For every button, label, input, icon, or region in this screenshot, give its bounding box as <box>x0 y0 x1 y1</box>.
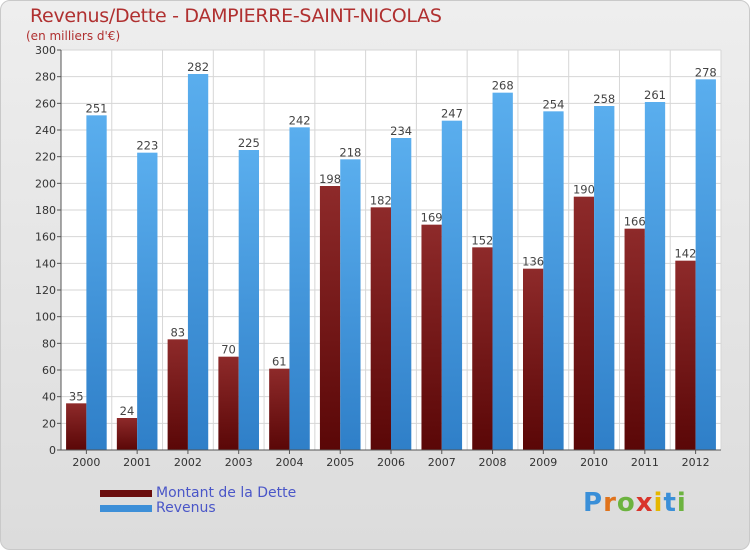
y-tick-label: 60 <box>42 364 56 377</box>
bar-revenus <box>238 150 259 450</box>
value-label: 61 <box>272 355 287 369</box>
value-label: 225 <box>238 136 260 150</box>
x-tick-label: 2009 <box>529 456 557 469</box>
value-label: 182 <box>370 193 392 207</box>
value-label: 198 <box>319 172 341 186</box>
bar-revenus <box>137 152 158 450</box>
value-label: 152 <box>471 233 493 247</box>
bar-revenus <box>543 111 564 450</box>
y-tick-label: 220 <box>35 151 56 164</box>
value-label: 254 <box>542 97 564 111</box>
value-label: 218 <box>339 145 361 159</box>
x-tick-label: 2011 <box>631 456 659 469</box>
axes: 0 20 40 60 80 100 120 140 160 180 200 220 240 260 280 3… <box>35 44 721 469</box>
x-tick-label: 2004 <box>275 456 303 469</box>
value-labels: 35 251 24 223 83 282 70 225 61 242 198 218 182 234 169… <box>69 60 717 418</box>
x-tick-label: 2008 <box>479 456 507 469</box>
bar-chart: 35 251 24 223 83 282 70 225 61 242 198 218 182 234 169… <box>35 44 722 469</box>
chart-title: Revenus/Dette - DAMPIERRE-SAINT-NICOLAS <box>30 5 442 27</box>
proxiti-logo: Proxiti <box>583 488 687 518</box>
value-label: 234 <box>390 124 412 138</box>
x-tick-label: 2001 <box>123 456 151 469</box>
bar-dette <box>573 196 595 450</box>
logo-letter: r <box>603 488 617 518</box>
bar-dette <box>116 418 138 450</box>
logo-letter: t <box>663 488 677 518</box>
legend-swatch-revenus <box>100 505 152 512</box>
y-tick-label: 80 <box>42 337 56 350</box>
x-tick-label: 2007 <box>428 456 456 469</box>
logo-letter: x <box>635 488 654 518</box>
value-label: 247 <box>441 107 463 121</box>
value-label: 70 <box>221 343 236 357</box>
x-tick-label: 2006 <box>377 456 405 469</box>
bar-revenus <box>492 92 513 451</box>
value-label: 169 <box>421 211 443 225</box>
legend-label-revenus: Revenus <box>156 500 216 516</box>
x-tick-label: 2012 <box>682 456 710 469</box>
value-label: 24 <box>120 404 135 418</box>
bars <box>66 74 716 451</box>
value-label: 136 <box>522 255 544 269</box>
x-tick-label: 2005 <box>326 456 354 469</box>
value-label: 261 <box>644 88 666 102</box>
y-tick-label: 0 <box>49 444 56 457</box>
unit-label: (en milliers d'€) <box>26 29 121 43</box>
y-tick-label: 140 <box>35 257 56 270</box>
x-tick-label: 2010 <box>580 456 608 469</box>
y-tick-label: 20 <box>42 417 56 430</box>
bar-dette <box>66 403 87 450</box>
bar-dette <box>421 224 442 450</box>
logo-letter: i <box>676 488 687 518</box>
bar-revenus <box>391 138 412 450</box>
value-label: 35 <box>69 389 84 403</box>
bar-revenus <box>86 115 107 450</box>
y-tick-label: 300 <box>35 44 56 57</box>
value-label: 242 <box>289 113 311 127</box>
bar-revenus <box>695 79 716 450</box>
bar-dette <box>675 260 696 450</box>
y-tick-label: 100 <box>35 311 56 324</box>
bar-dette <box>523 268 544 450</box>
bar-revenus <box>187 74 209 450</box>
bar-dette <box>167 339 188 450</box>
y-tick-label: 240 <box>35 124 56 137</box>
bar-dette <box>370 207 391 450</box>
value-label: 282 <box>187 60 209 74</box>
bar-dette <box>472 247 493 450</box>
value-label: 83 <box>170 325 185 339</box>
x-tick-label: 2000 <box>72 456 100 469</box>
bar-dette <box>319 186 341 450</box>
bar-dette <box>269 368 290 450</box>
y-tick-label: 280 <box>35 71 56 84</box>
bar-revenus <box>441 120 463 451</box>
value-label: 251 <box>86 101 108 115</box>
bar-dette <box>624 228 645 450</box>
x-tick-label: 2002 <box>174 456 202 469</box>
bar-dette <box>218 356 239 450</box>
logo-letter: o <box>616 488 636 518</box>
y-tick-label: 40 <box>42 391 56 404</box>
y-tick-label: 160 <box>35 231 56 244</box>
value-label: 223 <box>136 139 158 153</box>
value-label: 190 <box>573 183 595 197</box>
value-label: 268 <box>492 79 514 93</box>
bar-revenus <box>644 102 666 450</box>
y-tick-label: 120 <box>35 284 56 297</box>
x-tick-label: 2003 <box>225 456 253 469</box>
y-tick-label: 200 <box>35 177 56 190</box>
value-label: 166 <box>624 215 646 229</box>
bar-revenus <box>594 106 615 450</box>
bar-revenus <box>289 127 310 450</box>
bar-revenus <box>340 159 361 451</box>
legend-swatch-dette <box>100 490 152 497</box>
value-label: 142 <box>674 247 696 261</box>
legend-label-dette: Montant de la Dette <box>156 485 297 501</box>
value-label: 278 <box>695 65 717 79</box>
y-tick-label: 260 <box>35 97 56 110</box>
logo-letter: i <box>653 488 664 518</box>
value-label: 258 <box>593 92 615 106</box>
logo-letter: P <box>583 488 604 518</box>
y-tick-label: 180 <box>35 204 56 217</box>
